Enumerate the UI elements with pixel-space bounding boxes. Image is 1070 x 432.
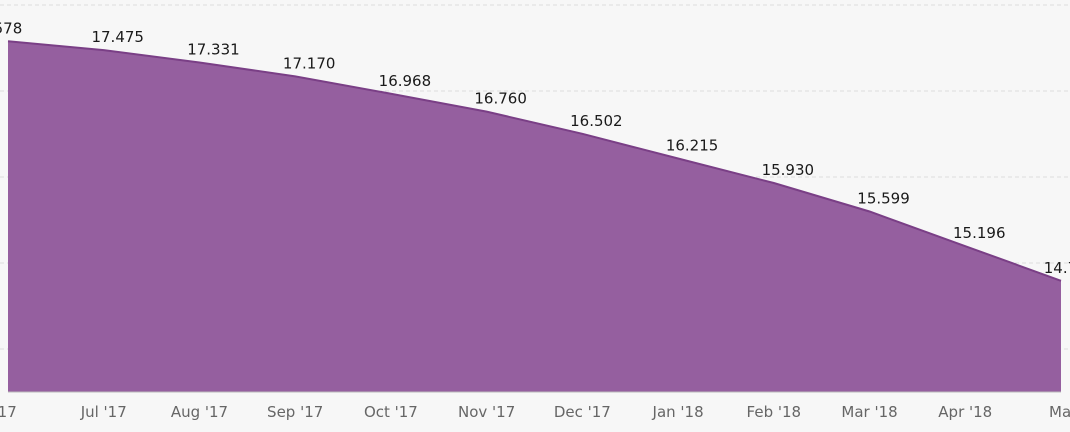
x-tick-label: Sep '17 xyxy=(267,403,323,421)
data-label: 16.760 xyxy=(474,90,527,108)
data-label: 14.793 xyxy=(1044,259,1070,277)
area-series xyxy=(8,41,1061,393)
data-label: 16.215 xyxy=(666,137,719,155)
x-tick-label: Feb '18 xyxy=(747,403,802,421)
data-label: 15.599 xyxy=(857,189,910,207)
series-line xyxy=(7,40,1062,282)
x-tick-label: Dec '17 xyxy=(554,403,611,421)
data-label: 17.331 xyxy=(187,41,240,59)
data-label: 17.475 xyxy=(91,28,144,46)
x-tick-label: Apr '18 xyxy=(938,403,992,421)
x-tick-label: Jan '18 xyxy=(652,403,704,421)
x-tick-label: n '17 xyxy=(0,403,17,421)
x-tick-label: Jul '17 xyxy=(80,403,127,421)
data-label: 16.968 xyxy=(379,72,432,90)
data-label: 16.502 xyxy=(570,112,623,130)
x-tick-label: May ' xyxy=(1049,403,1070,421)
data-label: 15.196 xyxy=(953,224,1006,242)
x-tick-label: Mar '18 xyxy=(841,403,897,421)
data-label: 17.578 xyxy=(0,19,22,37)
area-layer xyxy=(7,40,1062,393)
data-label: 15.930 xyxy=(762,161,815,179)
x-axis-ticks: n '17 Jul '17 Aug '17 Sep '17 Oct '17 Nov '17… xyxy=(0,403,1070,421)
x-tick-label: Oct '17 xyxy=(364,403,418,421)
data-label: 17.170 xyxy=(283,54,336,72)
x-tick-label: Aug '17 xyxy=(171,403,228,421)
x-tick-label: Nov '17 xyxy=(458,403,515,421)
data-labels: 17.578 17.475 17.331 17.170 16.968 16.760 16.5… xyxy=(0,19,1070,277)
